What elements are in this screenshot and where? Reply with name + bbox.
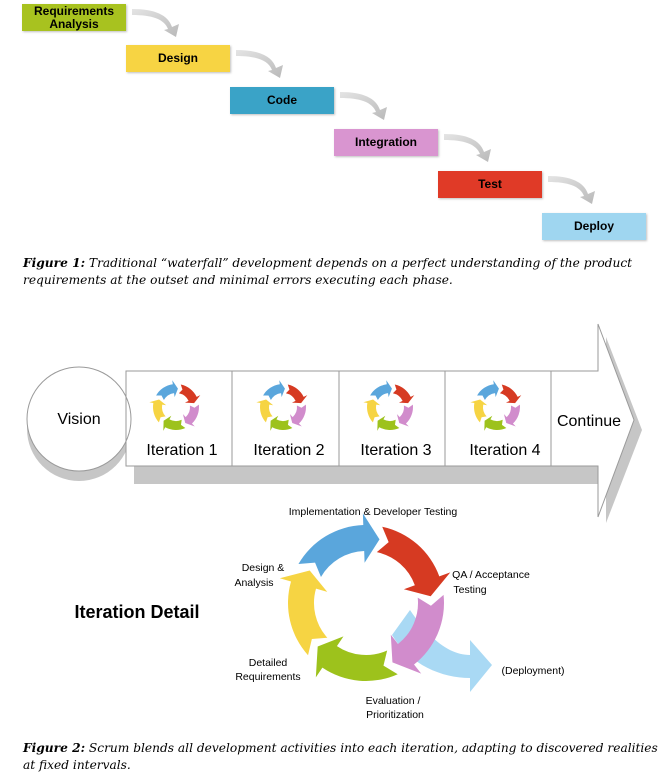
cycle-icon bbox=[470, 380, 522, 431]
mini-cycle-segment bbox=[370, 380, 392, 400]
continue-label: Continue bbox=[557, 413, 621, 430]
detailed-label-line1: Detailed bbox=[249, 657, 288, 669]
mini-cycle-segment bbox=[503, 404, 520, 427]
curved-arrow-icon bbox=[548, 176, 595, 204]
deployment-label: (Deployment) bbox=[501, 665, 564, 677]
mini-cycle-segment bbox=[263, 380, 285, 400]
phase-deploy: Deploy bbox=[542, 213, 646, 240]
mini-cycle-segment bbox=[499, 384, 522, 404]
mini-cycle-segment bbox=[484, 415, 507, 431]
mini-cycles bbox=[149, 380, 522, 431]
caption-label: Figure 1: bbox=[23, 256, 86, 270]
cycle-icon bbox=[363, 380, 415, 431]
detailed-label-line2: Requirements bbox=[235, 671, 300, 683]
design-label-line2: Analysis bbox=[234, 577, 273, 589]
cycle-segment bbox=[279, 570, 328, 656]
mini-cycle-segment bbox=[392, 384, 415, 404]
mini-cycle-segment bbox=[149, 399, 167, 423]
cycle-segment bbox=[298, 513, 380, 577]
cycle-icon bbox=[149, 380, 201, 431]
scrum-diagram: Vision Iteration 1 Iteration 2 Iteration… bbox=[26, 323, 642, 721]
cycle-segment bbox=[376, 526, 451, 597]
iteration-cycle bbox=[279, 513, 451, 681]
figure-1-caption: Figure 1: Traditional “waterfall” develo… bbox=[23, 255, 663, 289]
phase-label: Deploy bbox=[573, 219, 614, 233]
evaluation-label-line1: Evaluation / bbox=[366, 695, 421, 707]
qa-label-line1: QA / Acceptance bbox=[452, 569, 530, 581]
design-label-line1: Design & bbox=[242, 562, 285, 574]
mini-cycle-segment bbox=[289, 404, 306, 427]
phase-label: Test bbox=[478, 177, 502, 191]
mini-cycle-segment bbox=[256, 399, 274, 423]
cycle-segment bbox=[315, 636, 398, 681]
waterfall-arrows bbox=[132, 9, 595, 204]
figure-2-caption: Figure 2: Scrum blends all development a… bbox=[23, 740, 663, 774]
iteration-4-label: Iteration 4 bbox=[469, 442, 540, 459]
mini-cycle-segment bbox=[285, 384, 308, 404]
phase-label: Code bbox=[267, 93, 297, 107]
phase-code: Code bbox=[230, 87, 334, 114]
mini-cycle-segment bbox=[270, 415, 293, 431]
curved-arrow-icon bbox=[340, 92, 387, 120]
phase-integration: Integration bbox=[334, 129, 438, 156]
mini-cycle-segment bbox=[163, 415, 186, 431]
vision-circle bbox=[26, 366, 132, 472]
iteration-3-label: Iteration 3 bbox=[360, 442, 431, 459]
curved-arrow-icon bbox=[236, 50, 283, 78]
phase-label: Design bbox=[157, 51, 198, 65]
mini-cycle-segment bbox=[470, 399, 488, 423]
phase-design: Design bbox=[126, 45, 230, 72]
cycle-icon bbox=[256, 380, 308, 431]
mini-cycle-segment bbox=[396, 404, 413, 427]
phase-test: Test bbox=[438, 171, 542, 198]
phase-label: Requirements Analysis bbox=[33, 3, 115, 31]
caption-text: Scrum blends all development activities … bbox=[23, 741, 658, 772]
cycle-segment bbox=[390, 594, 444, 674]
mini-cycle-segment bbox=[363, 399, 381, 423]
implementation-label: Implementation & Developer Testing bbox=[289, 506, 458, 518]
evaluation-label-line2: Prioritization bbox=[366, 709, 424, 721]
iteration-detail-title: Iteration Detail bbox=[74, 602, 199, 622]
qa-label-line2: Testing bbox=[453, 584, 486, 596]
caption-label: Figure 2: bbox=[23, 741, 86, 755]
iteration-2-label: Iteration 2 bbox=[253, 442, 324, 459]
vision-label: Vision bbox=[57, 411, 100, 428]
mini-cycle-segment bbox=[182, 404, 199, 427]
phase-requirements-analysis: Requirements Analysis bbox=[22, 4, 126, 31]
caption-text: Traditional “waterfall” development depe… bbox=[23, 256, 633, 287]
mini-cycle-segment bbox=[477, 380, 499, 400]
mini-cycle-segment bbox=[178, 384, 201, 404]
curved-arrow-icon bbox=[444, 134, 491, 162]
iteration-1-label: Iteration 1 bbox=[146, 442, 217, 459]
phase-label: Integration bbox=[355, 135, 417, 149]
curved-arrow-icon bbox=[132, 9, 179, 37]
mini-cycle-segment bbox=[377, 415, 400, 431]
mini-cycle-segment bbox=[156, 380, 178, 400]
